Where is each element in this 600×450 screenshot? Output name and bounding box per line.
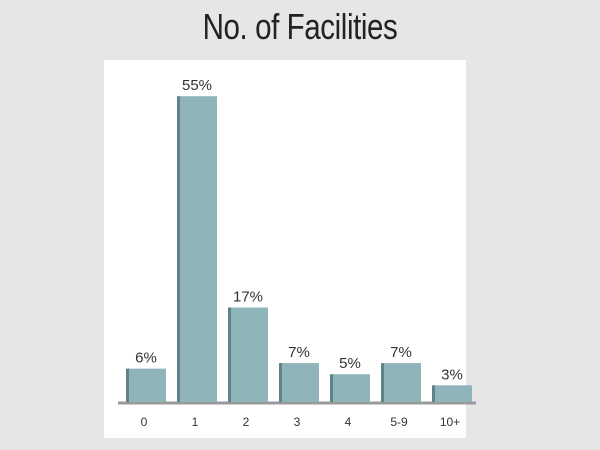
bar xyxy=(333,374,370,402)
x-tick-label: 0 xyxy=(141,415,148,429)
data-label: 17% xyxy=(233,288,263,305)
data-label: 6% xyxy=(135,350,157,367)
bar-side xyxy=(279,363,283,402)
x-tick-label: 4 xyxy=(345,415,352,429)
bar-side xyxy=(432,385,436,402)
data-label: 55% xyxy=(182,77,212,94)
x-tick-label: 3 xyxy=(294,415,301,429)
bar xyxy=(384,363,421,402)
bar xyxy=(435,385,472,402)
bar-side xyxy=(177,96,181,402)
bar xyxy=(180,96,217,402)
data-label: 5% xyxy=(339,355,361,372)
bar-side xyxy=(330,374,334,402)
bar xyxy=(231,307,268,402)
x-tick-label: 2 xyxy=(243,415,250,429)
data-label: 3% xyxy=(441,366,463,383)
bar-side xyxy=(381,363,385,402)
bar-side xyxy=(228,307,232,402)
x-tick-label: 10+ xyxy=(440,415,460,429)
x-tick-label: 5-9 xyxy=(390,415,408,429)
bar xyxy=(129,368,166,402)
bar xyxy=(282,363,319,402)
data-label: 7% xyxy=(288,344,310,361)
bar-side xyxy=(126,368,130,402)
data-label: 7% xyxy=(390,344,412,361)
chart-title: No. of Facilities xyxy=(202,6,398,47)
x-tick-label: 1 xyxy=(192,415,199,429)
